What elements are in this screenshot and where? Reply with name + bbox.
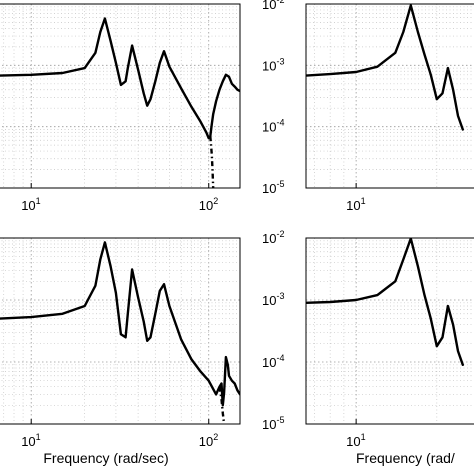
series-line-0 — [306, 238, 464, 366]
panel-top-left: 101 102 — [0, 3, 241, 213]
x-tick-label: 101 — [346, 196, 365, 213]
x-tick-base: 10 — [199, 198, 213, 213]
y-tick-exponent: -4 — [276, 353, 284, 363]
y-tick-base: 10 — [262, 0, 276, 12]
x-tick-base: 10 — [199, 434, 213, 449]
x-axis-label: Frequency (rad/sec) — [43, 450, 168, 466]
y-tick-label: 10-5 — [262, 415, 284, 432]
axes-frame — [305, 237, 474, 425]
series-line-0 — [0, 241, 240, 407]
x-tick-exponent: 1 — [361, 432, 366, 442]
x-tick-exponent: 1 — [36, 196, 41, 206]
y-tick-base: 10 — [262, 181, 276, 196]
y-tick-exponent: -5 — [276, 415, 284, 425]
y-tick-label: 10-3 — [262, 56, 284, 73]
axes-frame — [0, 3, 241, 189]
y-tick-base: 10 — [262, 231, 276, 246]
y-tick-exponent: -2 — [276, 229, 284, 239]
y-tick-label: 10-3 — [262, 291, 284, 308]
y-tick-exponent: -5 — [276, 179, 284, 189]
y-tick-exponent: -3 — [276, 56, 284, 66]
x-tick-base: 10 — [346, 198, 360, 213]
y-tick-base: 10 — [262, 355, 276, 370]
x-tick-label: 102 — [199, 432, 218, 449]
x-tick-base: 10 — [21, 434, 35, 449]
grid — [306, 237, 474, 425]
series-line-1 — [209, 136, 215, 188]
axes-frame — [305, 3, 474, 189]
y-tick-label: 10-5 — [262, 179, 284, 196]
y-tick-base: 10 — [262, 120, 276, 135]
y-tick-base: 10 — [262, 58, 276, 73]
y-tick-label: 10-4 — [262, 353, 284, 370]
x-tick-base: 10 — [21, 198, 35, 213]
x-tick-exponent: 2 — [213, 196, 218, 206]
y-tick-base: 10 — [262, 293, 276, 308]
grid — [306, 3, 474, 189]
y-tick-exponent: -2 — [276, 0, 284, 5]
series-line-0 — [306, 4, 464, 131]
y-tick-exponent: -4 — [276, 118, 284, 128]
x-axis-label: Frequency (rad/ — [356, 450, 455, 466]
x-tick-exponent: 1 — [36, 432, 41, 442]
x-tick-label: 102 — [199, 196, 218, 213]
x-tick-exponent: 2 — [213, 432, 218, 442]
x-tick-base: 10 — [346, 434, 360, 449]
y-tick-label: 10-4 — [262, 118, 284, 135]
x-tick-exponent: 1 — [361, 196, 366, 206]
y-tick-label: 10-2 — [262, 229, 284, 246]
x-tick-label: 101 — [21, 432, 40, 449]
y-tick-base: 10 — [262, 417, 276, 432]
x-tick-label: 101 — [346, 432, 365, 449]
axes-frame — [0, 237, 241, 425]
y-tick-label: 10-2 — [262, 0, 284, 12]
x-tick-label: 101 — [21, 196, 40, 213]
series-line-0 — [0, 17, 240, 140]
grid — [0, 3, 240, 189]
y-tick-exponent: -3 — [276, 291, 284, 301]
